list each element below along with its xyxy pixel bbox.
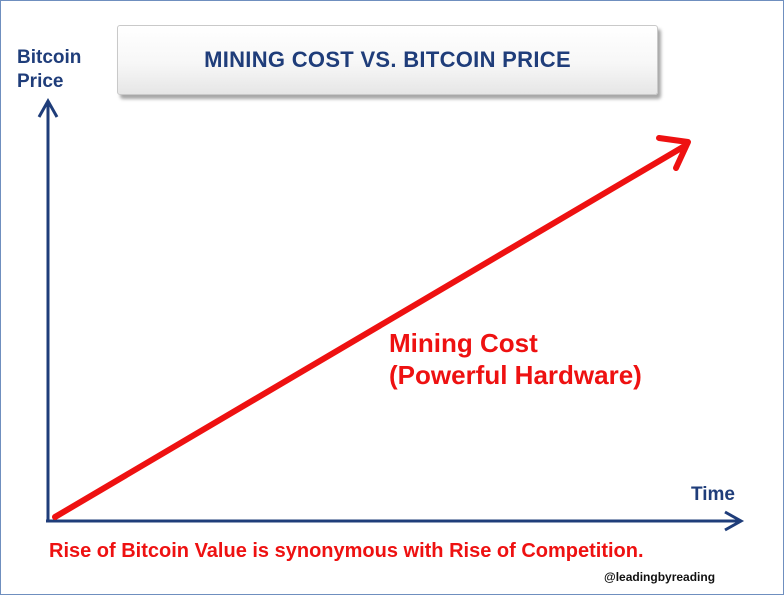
series-label-line2: (Powerful Hardware) <box>389 360 642 390</box>
credit: @leadingbyreading <box>604 570 716 584</box>
y-axis-arrowhead-icon <box>37 97 59 118</box>
series-label-line1: Mining Cost <box>389 328 538 358</box>
series-label: Mining Cost (Powerful Hardware) <box>389 327 642 391</box>
x-axis-arrowhead-icon <box>724 510 745 532</box>
y-axis-label: Bitcoin Price <box>17 46 97 94</box>
caption: Rise of Bitcoin Value is synonymous with… <box>49 540 644 562</box>
mining-cost-arrowhead-icon <box>656 135 691 171</box>
mining-cost-line <box>52 144 686 520</box>
title-box: MINING COST VS. BITCOIN PRICE <box>117 25 658 95</box>
diagram-title: MINING COST VS. BITCOIN PRICE <box>204 47 571 72</box>
y-axis-label-line1: Bitcoin <box>17 47 82 68</box>
x-axis-label: Time <box>691 484 736 505</box>
y-axis-label-line2: Price <box>17 71 64 92</box>
